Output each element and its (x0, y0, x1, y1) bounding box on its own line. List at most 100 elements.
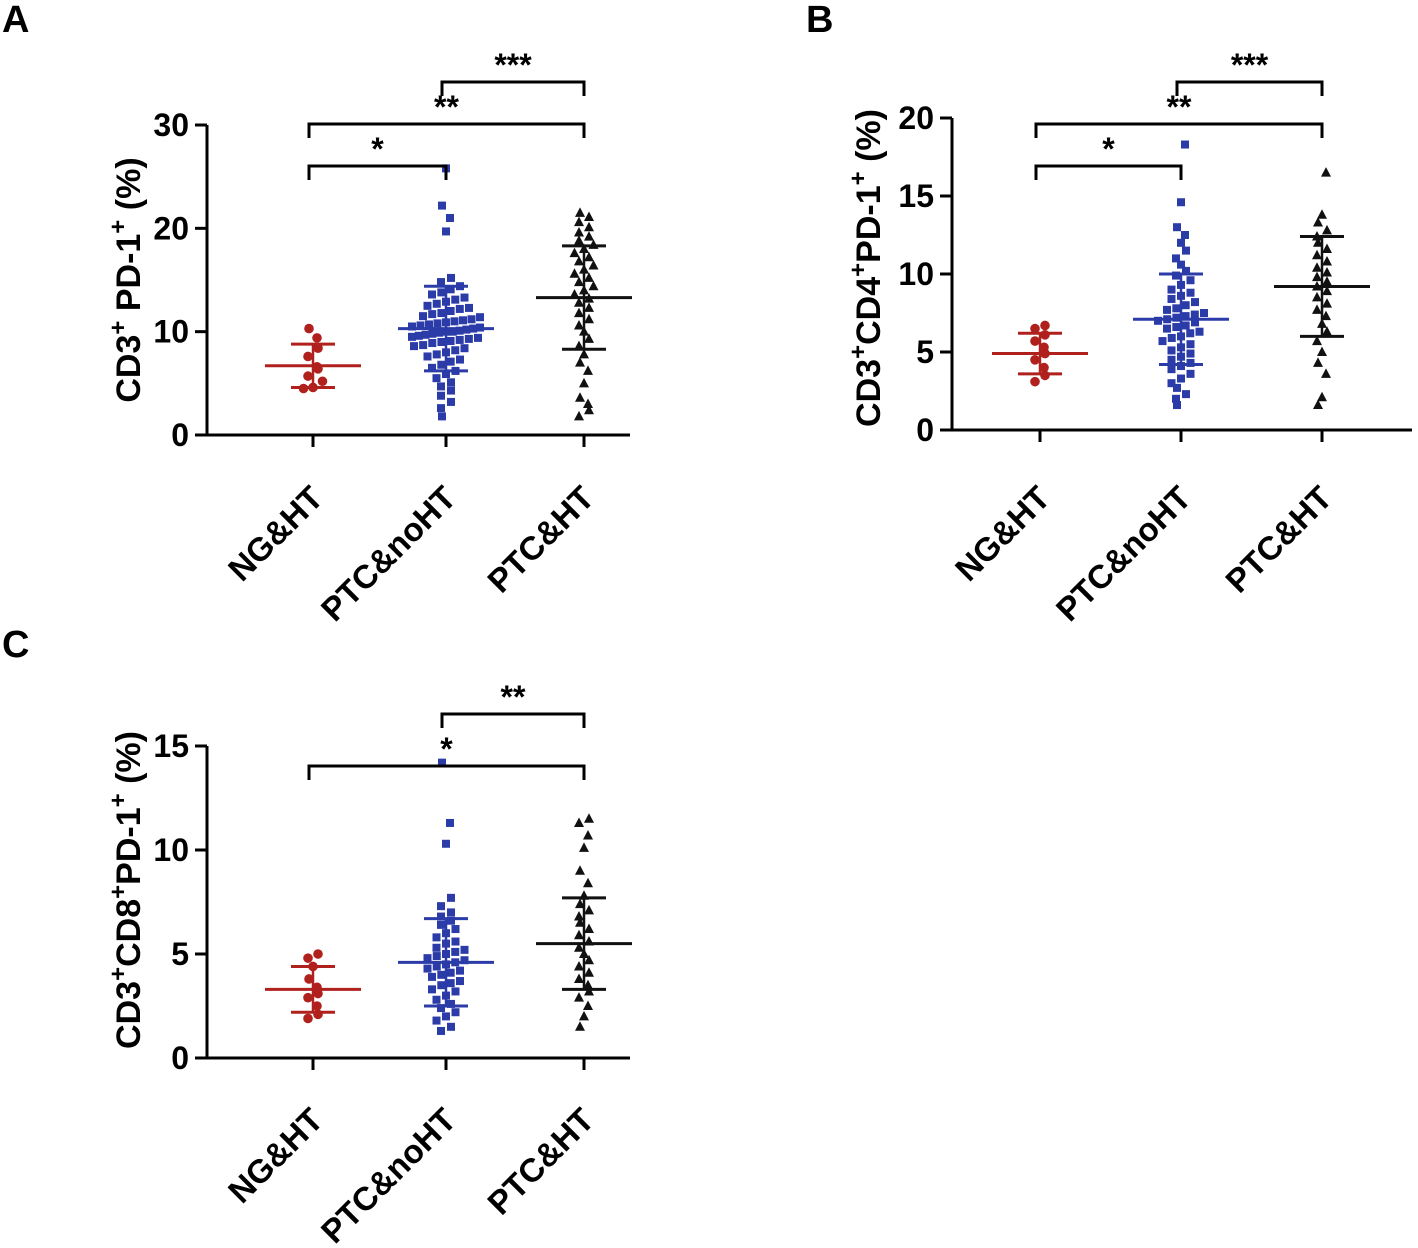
y-axis-label-part: CD3 (110, 335, 148, 403)
point-ptc-noht (1191, 318, 1199, 327)
y-axis-label: CD3+CD4+PD-1+ (%) (845, 109, 888, 427)
point-ptc-noht (423, 964, 432, 973)
point-ptc-noht (437, 278, 445, 287)
point-ptc-noht (437, 382, 445, 391)
y-tick-label: 10 (898, 256, 934, 292)
point-ptc-ht (1317, 209, 1327, 219)
point-ptc-noht (1181, 231, 1189, 239)
point-ptc-noht (459, 316, 467, 325)
point-ptc-noht (1181, 321, 1190, 330)
point-ptc-ht (584, 813, 594, 823)
point-ptc-ht (575, 1021, 585, 1031)
x-tick-label: NG&HT (948, 479, 1057, 588)
point-ptc-noht (1186, 349, 1195, 358)
point-ptc-ht (1322, 243, 1332, 254)
y-axis-label-part: PD-1 (110, 807, 148, 884)
point-ptc-noht (446, 336, 455, 345)
point-ptc-noht (1172, 271, 1180, 280)
point-ptc-noht (451, 925, 460, 934)
point-ptc-noht (1195, 327, 1204, 336)
significance-bracket (307, 164, 448, 180)
point-ptc-ht (569, 247, 580, 258)
point-ptc-ht (1322, 256, 1332, 266)
point-ptc-noht (437, 1004, 445, 1013)
point-ptc-ht (584, 904, 594, 915)
point-ptc-noht (1191, 298, 1199, 307)
point-ptc-ht (569, 268, 580, 278)
point-ng-ht (1040, 320, 1050, 331)
y-axis-label-part: CD3 (110, 981, 148, 1049)
point-ptc-noht (446, 214, 454, 222)
point-ng-ht (1039, 342, 1049, 353)
significance-label: ** (501, 679, 526, 715)
point-ng-ht (303, 953, 313, 963)
point-ptc-ht (588, 280, 599, 291)
point-ptc-noht (437, 391, 445, 400)
point-ptc-noht (428, 339, 437, 348)
y-tick-label: 0 (171, 1040, 189, 1076)
point-ptc-noht (423, 352, 432, 361)
point-ptc-noht (438, 758, 446, 767)
y-axis-label-part: (%) (850, 109, 888, 171)
point-ng-ht (1040, 330, 1050, 340)
point-ptc-noht (1158, 337, 1167, 346)
point-ptc-noht (428, 363, 436, 372)
point-ng-ht (1030, 376, 1040, 387)
y-tick-label: 20 (898, 100, 934, 136)
point-ptc-ht (1312, 262, 1322, 272)
point-ptc-noht (432, 350, 441, 359)
point-ptc-ht (1313, 237, 1323, 247)
x-tick-label: NG&HT (221, 479, 330, 588)
point-ptc-ht (584, 967, 594, 977)
y-axis-label-part: CD4 (850, 277, 888, 345)
point-ptc-ht (574, 973, 584, 983)
point-ptc-ht (1313, 357, 1323, 367)
point-ptc-noht (428, 329, 437, 338)
point-ptc-ht (579, 377, 589, 388)
significance-label: * (1102, 131, 1115, 167)
point-ptc-ht (1317, 391, 1327, 402)
y-tick-label: 30 (153, 107, 189, 143)
point-ptc-noht (1177, 362, 1185, 371)
point-ptc-noht (448, 327, 457, 336)
point-ptc-noht (432, 933, 441, 942)
point-ptc-noht (437, 970, 446, 979)
point-ptc-noht (435, 328, 444, 337)
y-tick-label: 15 (153, 728, 189, 764)
point-ptc-ht (584, 333, 594, 343)
point-ptc-ht (584, 231, 594, 241)
point-ng-ht (1030, 355, 1040, 365)
point-ptc-noht (410, 342, 418, 351)
significance-label: * (371, 131, 384, 167)
point-ptc-noht (442, 839, 450, 848)
point-ptc-noht (451, 1008, 460, 1017)
point-ptc-noht (447, 893, 455, 902)
point-ptc-noht (1200, 309, 1208, 317)
point-ptc-ht (1322, 266, 1332, 277)
point-ptc-noht (455, 304, 464, 313)
point-ptc-noht (447, 378, 455, 387)
y-axis-label-part: CD3 (850, 359, 888, 427)
significance-label: *** (1231, 47, 1269, 83)
point-ptc-noht (425, 320, 433, 329)
y-tick-label: 0 (916, 412, 934, 448)
point-ptc-ht (1322, 326, 1332, 336)
point-ptc-noht (447, 916, 455, 925)
point-ptc-noht (446, 979, 455, 988)
point-ng-ht (313, 343, 323, 354)
point-ptc-noht (428, 985, 436, 994)
point-ptc-noht (421, 330, 430, 339)
point-ptc-noht (1177, 198, 1185, 207)
point-ptc-noht (1186, 288, 1195, 297)
point-ptc-noht (1182, 246, 1190, 255)
point-ptc-noht (428, 290, 436, 299)
point-ng-ht (303, 992, 313, 1003)
x-tick-label: PTC&HT (1218, 479, 1339, 600)
point-ptc-ht (584, 272, 594, 282)
point-ptc-ht (584, 954, 594, 965)
point-ptc-ht (583, 398, 593, 408)
point-ptc-ht (574, 911, 584, 921)
point-ptc-noht (1173, 223, 1181, 232)
point-ng-ht (1030, 323, 1040, 334)
